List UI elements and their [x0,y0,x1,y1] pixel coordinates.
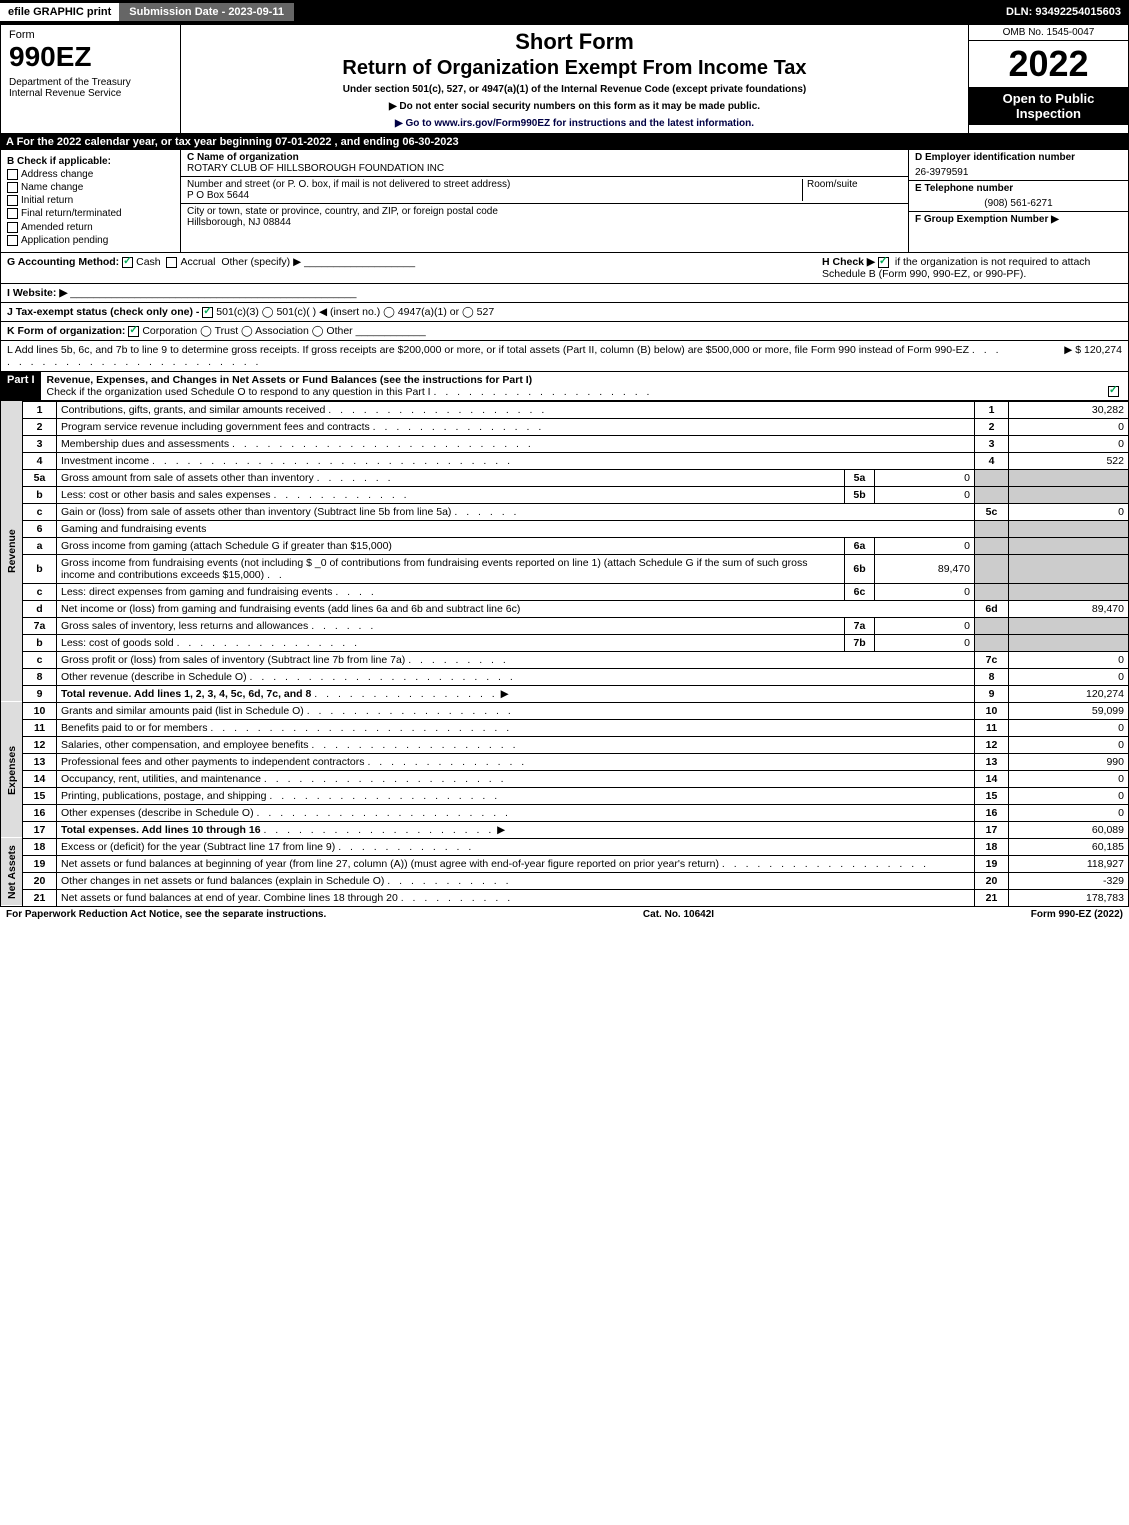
form-header: Form 990EZ Department of the Treasury In… [0,24,1129,134]
row-k-org-form: K Form of organization: Corporation ◯ Tr… [0,322,1129,341]
part-1-table: Revenue 1Contributions, gifts, grants, a… [0,401,1129,907]
open-inspection: Open to Public Inspection [969,87,1128,125]
org-street: P O Box 5644 [187,190,249,201]
subtitle-ssn: ▶ Do not enter social security numbers o… [189,101,960,112]
topbar: efile GRAPHIC print Submission Date - 20… [0,0,1129,24]
row-a-tax-year: A For the 2022 calendar year, or tax yea… [0,134,1129,150]
row-j-tax-exempt: J Tax-exempt status (check only one) - 5… [0,303,1129,322]
dept-label: Department of the Treasury Internal Reve… [9,77,172,99]
footer: For Paperwork Reduction Act Notice, see … [0,907,1129,922]
row-l-gross-receipts: L Add lines 5b, 6c, and 7b to line 9 to … [0,341,1129,372]
section-bcdef: B Check if applicable: Address change Na… [0,150,1129,253]
chk-corporation[interactable] [128,326,139,337]
footer-cat-no: Cat. No. 10642I [643,909,714,920]
title-short-form: Short Form [189,29,960,55]
phone-value: (908) 561-6271 [909,196,1128,211]
chk-501c3[interactable] [202,307,213,318]
subtitle-section: Under section 501(c), 527, or 4947(a)(1)… [189,84,960,95]
ein-value: 26-3979591 [909,165,1128,180]
org-name: ROTARY CLUB OF HILLSBOROUGH FOUNDATION I… [187,163,902,174]
chk-schedule-o[interactable] [1108,386,1119,397]
footer-paperwork: For Paperwork Reduction Act Notice, see … [6,909,326,920]
f-group-exemption: F Group Exemption Number ▶ [909,211,1128,227]
dln: DLN: 93492254015603 [998,3,1129,21]
org-city: Hillsborough, NJ 08844 [187,217,291,228]
vlabel-expenses: Expenses [1,702,23,838]
row-i-website: I Website: ▶ ___________________________… [0,284,1129,303]
e-phone-label: E Telephone number [909,180,1128,196]
form-label: Form [9,29,172,41]
d-ein-label: D Employer identification number [909,150,1128,165]
title-return: Return of Organization Exempt From Incom… [189,57,960,80]
tax-year: 2022 [969,41,1128,87]
irs-link[interactable]: ▶ Go to www.irs.gov/Form990EZ for instru… [395,118,754,129]
gross-receipts-amount: ▶ $ 120,274 [1002,344,1122,356]
chk-cash[interactable] [122,257,133,268]
chk-final-return[interactable]: Final return/terminated [7,208,174,219]
submission-date: Submission Date - 2023-09-11 [119,3,294,21]
efile-label[interactable]: efile GRAPHIC print [0,3,119,21]
chk-name-change[interactable]: Name change [7,182,174,193]
c-city-label: City or town, state or province, country… [187,206,498,217]
room-suite-label: Room/suite [802,179,902,201]
part-1-header: Part I Revenue, Expenses, and Changes in… [0,372,1129,401]
h-label: H Check ▶ [822,256,875,268]
chk-accrual[interactable] [166,257,177,268]
chk-amended-return[interactable]: Amended return [7,222,174,233]
b-label: B Check if applicable: [7,156,174,167]
g-label: G Accounting Method: [7,256,119,268]
omb-number: OMB No. 1545-0047 [969,25,1128,41]
c-name-label: C Name of organization [187,152,902,163]
chk-schedule-b[interactable] [878,257,889,268]
chk-initial-return[interactable]: Initial return [7,195,174,206]
vlabel-revenue: Revenue [1,401,23,702]
footer-form-ref: Form 990-EZ (2022) [1031,909,1123,920]
chk-application-pending[interactable]: Application pending [7,235,174,246]
form-number: 990EZ [9,41,172,73]
c-street-label: Number and street (or P. O. box, if mail… [187,179,510,190]
vlabel-net-assets: Net Assets [1,838,23,906]
chk-address-change[interactable]: Address change [7,169,174,180]
row-g-h: G Accounting Method: Cash Accrual Other … [0,253,1129,284]
